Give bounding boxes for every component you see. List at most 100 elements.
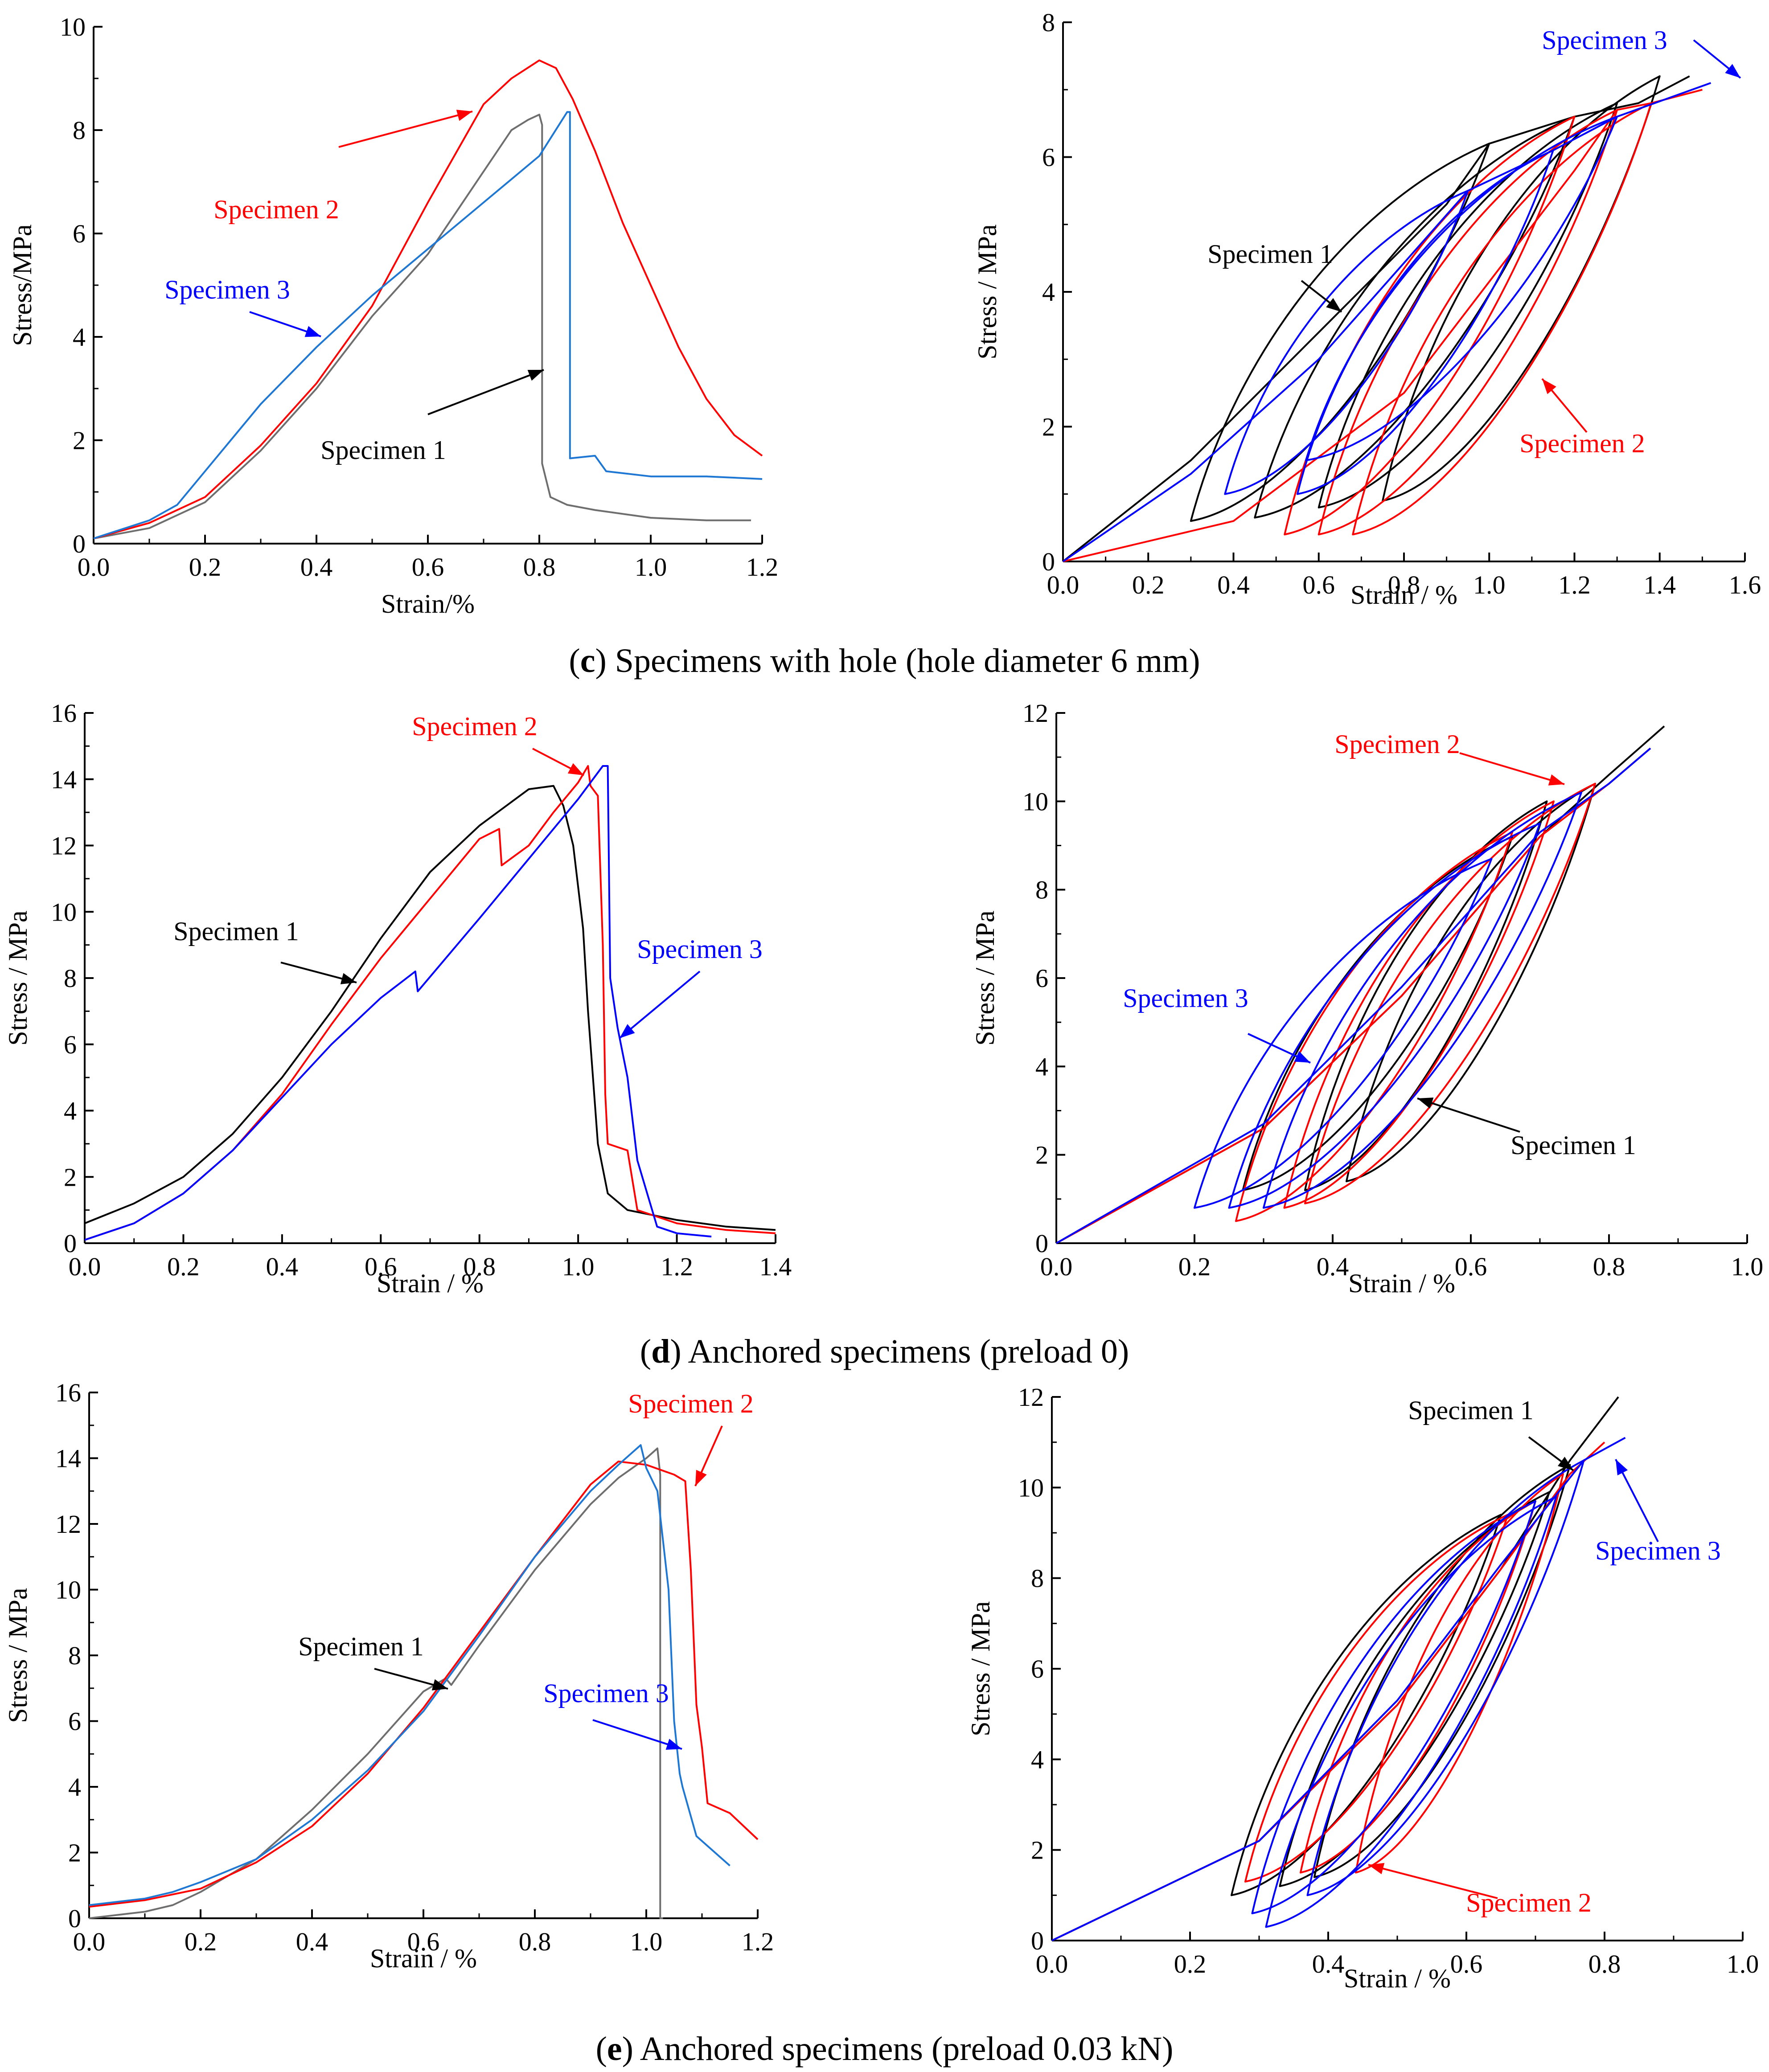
y-tick-label: 4 [64,1097,77,1126]
series-specimen-3-envelope [1062,82,1712,562]
annotation-arrowhead [1294,1051,1310,1063]
x-tick-label: 0.6 [1455,1252,1487,1281]
x-tick-label: 0.0 [73,1927,106,1956]
y-tick-label: 10 [51,897,77,926]
y-tick-label: 6 [1042,143,1055,172]
y-tick-label: 12 [1022,699,1048,728]
annotation-arrowhead [1417,1097,1434,1109]
annotation-arrowhead [431,1679,448,1691]
y-tick-label: 8 [64,964,77,993]
series-specimen-1-loop [1231,1514,1502,1896]
x-axis-label: Strain / % [1344,1964,1451,1993]
annotation-label: Specimen 2 [628,1389,754,1418]
x-tick-label: 0.2 [1174,1949,1207,1978]
y-tick-label: 8 [68,1641,81,1670]
y-tick-label: 14 [51,765,77,794]
x-axis-label: Strain / % [1348,1269,1455,1298]
y-tick-label: 12 [51,831,77,860]
annotation-arrowhead [1616,1459,1628,1476]
annotation-arrowhead [340,973,357,984]
annotation-label: Specimen 3 [637,934,763,964]
annotation-label: Specimen 3 [1542,25,1667,55]
y-tick-label: 10 [55,1576,81,1605]
annotation-arrowhead [665,1739,682,1750]
annotation-arrowhead [1725,64,1740,78]
annotation-arrowhead [695,1470,707,1486]
x-tick-label: 0.4 [266,1252,299,1281]
y-axis-label: Stress / MPa [3,910,33,1045]
x-tick-label: 1.6 [1729,570,1761,599]
caption-e-letter: e [607,2030,622,2068]
x-tick-label: 0.0 [69,1252,101,1281]
x-tick-label: 0.8 [1388,570,1420,599]
annotation-label: Specimen 1 [173,917,299,946]
y-tick-label: 8 [1031,1564,1044,1593]
y-tick-label: 8 [1035,876,1048,905]
x-tick-label: 1.2 [1558,570,1591,599]
series-specimen-3-line [93,111,763,540]
x-tick-label: 0.0 [1036,1949,1068,1978]
y-tick-label: 6 [1031,1654,1044,1683]
annotation-label: Specimen 2 [1519,429,1645,458]
y-tick-label: 0 [68,1904,81,1933]
annotation-arrowhead [1542,379,1556,394]
x-tick-label: 1.2 [661,1252,693,1281]
caption-d-text: Anchored specimens (preload 0) [681,1333,1129,1370]
y-axis-label: Stress / MPa [966,1601,995,1736]
y-tick-label: 6 [73,219,86,248]
x-tick-label: 0.8 [1593,1252,1625,1281]
x-tick-label: 1.2 [746,553,779,581]
y-tick-label: 0 [64,1229,77,1258]
annotation-arrow [1417,1097,1520,1133]
chart-e-left: 0.0 0.2 0.4 0.6 0.8 1.0 1.2 0 2 4 6 8 10 12 14 16 Strain… [3,1378,774,1973]
annotation-arrowhead [620,1024,635,1038]
annotation-arrow [1615,1459,1659,1542]
annotation-arrowhead [456,110,472,121]
x-tick-label: 1.0 [1473,570,1506,599]
series-specimen-3-loop [1228,822,1541,1209]
y-tick-label: 16 [51,699,77,728]
annotation-arrowhead [1548,774,1564,786]
annotation-label: Specimen 3 [543,1679,669,1708]
annotation-label: Specimen 1 [1510,1130,1636,1160]
x-tick-label: 1.0 [630,1927,663,1956]
y-tick-label: 8 [73,116,86,145]
caption-e-text: Anchored specimens (preload 0.03 kN) [633,2030,1174,2068]
chart-c-left: 0.0 0.2 0.4 0.6 0.8 1.0 1.2 0 2 4 6 8 10 Strain/% Stre… [8,12,778,618]
annotation-label: Specimen 2 [213,195,339,224]
series-specimen-3-envelope [1051,1437,1626,1941]
x-tick-label: 0.0 [1040,1252,1073,1281]
y-tick-label: 4 [1042,278,1055,307]
annotation-arrowhead [567,763,584,775]
series-specimen-2-loop [1304,782,1596,1204]
annotation-label: Specimen 2 [1334,729,1460,759]
y-tick-label: 6 [68,1707,81,1736]
x-tick-label: 0.6 [1303,570,1335,599]
y-axis-label: Stress/MPa [8,224,37,346]
x-tick-label: 0.4 [1317,1252,1349,1281]
annotation-arrowhead [1368,1863,1385,1875]
annotation-label: Specimen 2 [1466,1888,1592,1917]
x-tick-label: 0.8 [463,1252,496,1281]
y-axis-label: Stress / MPa [3,1588,33,1723]
x-tick-label: 0.2 [1178,1252,1211,1281]
x-axis-label: Strain/% [381,589,475,618]
series-specimen-3-loop [1265,1495,1557,1928]
x-tick-label: 0.2 [185,1927,217,1956]
annotation-label: Specimen 1 [1207,239,1333,269]
series-specimen-2-loop [1300,1500,1536,1874]
annotation-label: Specimen 1 [298,1632,424,1661]
x-tick-label: 0.6 [407,1927,440,1956]
series-specimen-1-loop [1279,1491,1550,1887]
x-tick-label: 1.0 [635,553,667,581]
x-tick-label: 0.6 [412,553,444,581]
x-tick-label: 0.4 [1312,1949,1345,1978]
y-tick-label: 2 [1031,1836,1044,1865]
y-tick-label: 10 [60,12,86,41]
y-axis-label: Stress / MPa [973,224,1002,359]
annotation-label: Specimen 3 [164,275,290,304]
series-specimen-1-envelope [1051,1396,1619,1941]
y-tick-label: 2 [68,1839,81,1867]
caption-d: (d) Anchored specimens (preload 0) [640,1333,1129,1370]
x-tick-label: 1.0 [1731,1252,1764,1281]
